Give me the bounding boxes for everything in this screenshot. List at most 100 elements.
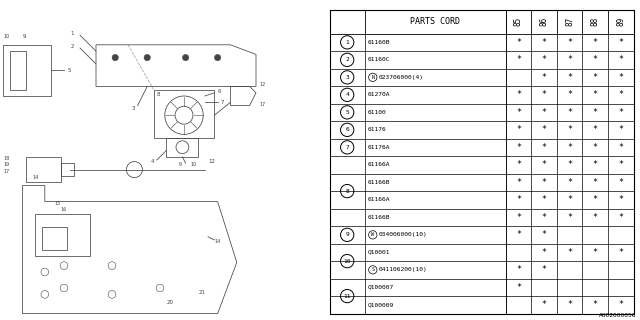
Text: *: * xyxy=(516,195,521,204)
Text: *: * xyxy=(516,90,521,99)
Text: *: * xyxy=(541,160,547,169)
Text: *: * xyxy=(516,125,521,134)
Text: *: * xyxy=(593,195,598,204)
Text: 9: 9 xyxy=(346,232,349,237)
Text: *: * xyxy=(541,213,547,222)
Text: *: * xyxy=(593,160,598,169)
Text: *: * xyxy=(541,178,547,187)
Text: 16: 16 xyxy=(61,207,67,212)
Text: 20: 20 xyxy=(166,300,173,305)
Text: 17: 17 xyxy=(259,101,266,107)
Text: *: * xyxy=(618,90,623,99)
Text: *: * xyxy=(593,38,598,47)
Text: 17: 17 xyxy=(3,169,10,174)
Text: 5: 5 xyxy=(67,68,70,73)
Text: 89: 89 xyxy=(616,17,625,26)
Text: 10: 10 xyxy=(3,34,10,39)
Text: *: * xyxy=(567,300,572,309)
Text: 2: 2 xyxy=(346,57,349,62)
Text: 86: 86 xyxy=(540,17,548,26)
Text: *: * xyxy=(618,38,623,47)
Text: *: * xyxy=(541,38,547,47)
Circle shape xyxy=(112,54,118,61)
Text: *: * xyxy=(567,38,572,47)
Text: *: * xyxy=(593,125,598,134)
Text: 8: 8 xyxy=(157,92,160,97)
Text: *: * xyxy=(541,230,547,239)
Text: *: * xyxy=(516,143,521,152)
Text: 9: 9 xyxy=(22,34,26,39)
Text: *: * xyxy=(567,90,572,99)
Text: *: * xyxy=(516,178,521,187)
Text: 12: 12 xyxy=(259,82,266,87)
Text: 1: 1 xyxy=(346,40,349,45)
Text: 88: 88 xyxy=(591,17,600,26)
Text: 7: 7 xyxy=(346,145,349,150)
Text: *: * xyxy=(618,160,623,169)
Text: *: * xyxy=(541,125,547,134)
Text: 12: 12 xyxy=(208,159,215,164)
Text: 14: 14 xyxy=(214,239,221,244)
Text: 7: 7 xyxy=(221,100,224,105)
Text: 85: 85 xyxy=(514,17,523,26)
Text: *: * xyxy=(618,55,623,64)
Text: *: * xyxy=(593,248,598,257)
Text: *: * xyxy=(567,195,572,204)
Text: *: * xyxy=(618,143,623,152)
Text: 61270A: 61270A xyxy=(368,92,390,97)
Text: *: * xyxy=(567,125,572,134)
Text: 61160C: 61160C xyxy=(368,57,390,62)
Text: 19: 19 xyxy=(3,162,10,167)
Text: 6: 6 xyxy=(346,127,349,132)
Text: N: N xyxy=(371,75,374,80)
Text: *: * xyxy=(618,125,623,134)
Text: *: * xyxy=(541,300,547,309)
Text: *: * xyxy=(516,213,521,222)
Text: A602000056: A602000056 xyxy=(599,313,637,318)
Text: *: * xyxy=(567,108,572,117)
Text: *: * xyxy=(541,108,547,117)
Text: *: * xyxy=(541,265,547,274)
Circle shape xyxy=(182,54,189,61)
Text: 5: 5 xyxy=(346,110,349,115)
Text: 21: 21 xyxy=(198,291,205,295)
Text: 6: 6 xyxy=(218,89,221,94)
Text: *: * xyxy=(516,55,521,64)
Text: W: W xyxy=(371,232,374,237)
Text: 9: 9 xyxy=(179,162,182,167)
Text: 15: 15 xyxy=(54,201,61,206)
Text: 3: 3 xyxy=(346,75,349,80)
Text: *: * xyxy=(593,108,598,117)
Text: *: * xyxy=(516,38,521,47)
Text: 4: 4 xyxy=(346,92,349,97)
Text: 18: 18 xyxy=(3,156,10,161)
Text: *: * xyxy=(516,108,521,117)
Circle shape xyxy=(214,54,221,61)
Text: *: * xyxy=(541,143,547,152)
Text: 61166A: 61166A xyxy=(368,197,390,202)
Text: *: * xyxy=(618,108,623,117)
Text: *: * xyxy=(593,90,598,99)
Text: *: * xyxy=(593,178,598,187)
Text: *: * xyxy=(516,160,521,169)
Text: *: * xyxy=(516,283,521,292)
Text: 61166A: 61166A xyxy=(368,162,390,167)
Text: 3: 3 xyxy=(131,106,134,111)
Text: *: * xyxy=(618,178,623,187)
Text: *: * xyxy=(541,248,547,257)
Text: 11: 11 xyxy=(344,294,351,299)
Text: *: * xyxy=(567,143,572,152)
Text: *: * xyxy=(541,73,547,82)
Text: 10: 10 xyxy=(191,162,196,167)
Text: *: * xyxy=(567,248,572,257)
Text: 8: 8 xyxy=(346,188,349,194)
Text: *: * xyxy=(541,195,547,204)
Text: 023706000(4): 023706000(4) xyxy=(379,75,424,80)
Text: 034006000(10): 034006000(10) xyxy=(379,232,428,237)
Text: *: * xyxy=(541,55,547,64)
Text: 10: 10 xyxy=(344,259,351,264)
Text: 041106200(10): 041106200(10) xyxy=(379,267,428,272)
Text: 1: 1 xyxy=(70,31,74,36)
Text: *: * xyxy=(567,178,572,187)
Text: *: * xyxy=(618,213,623,222)
